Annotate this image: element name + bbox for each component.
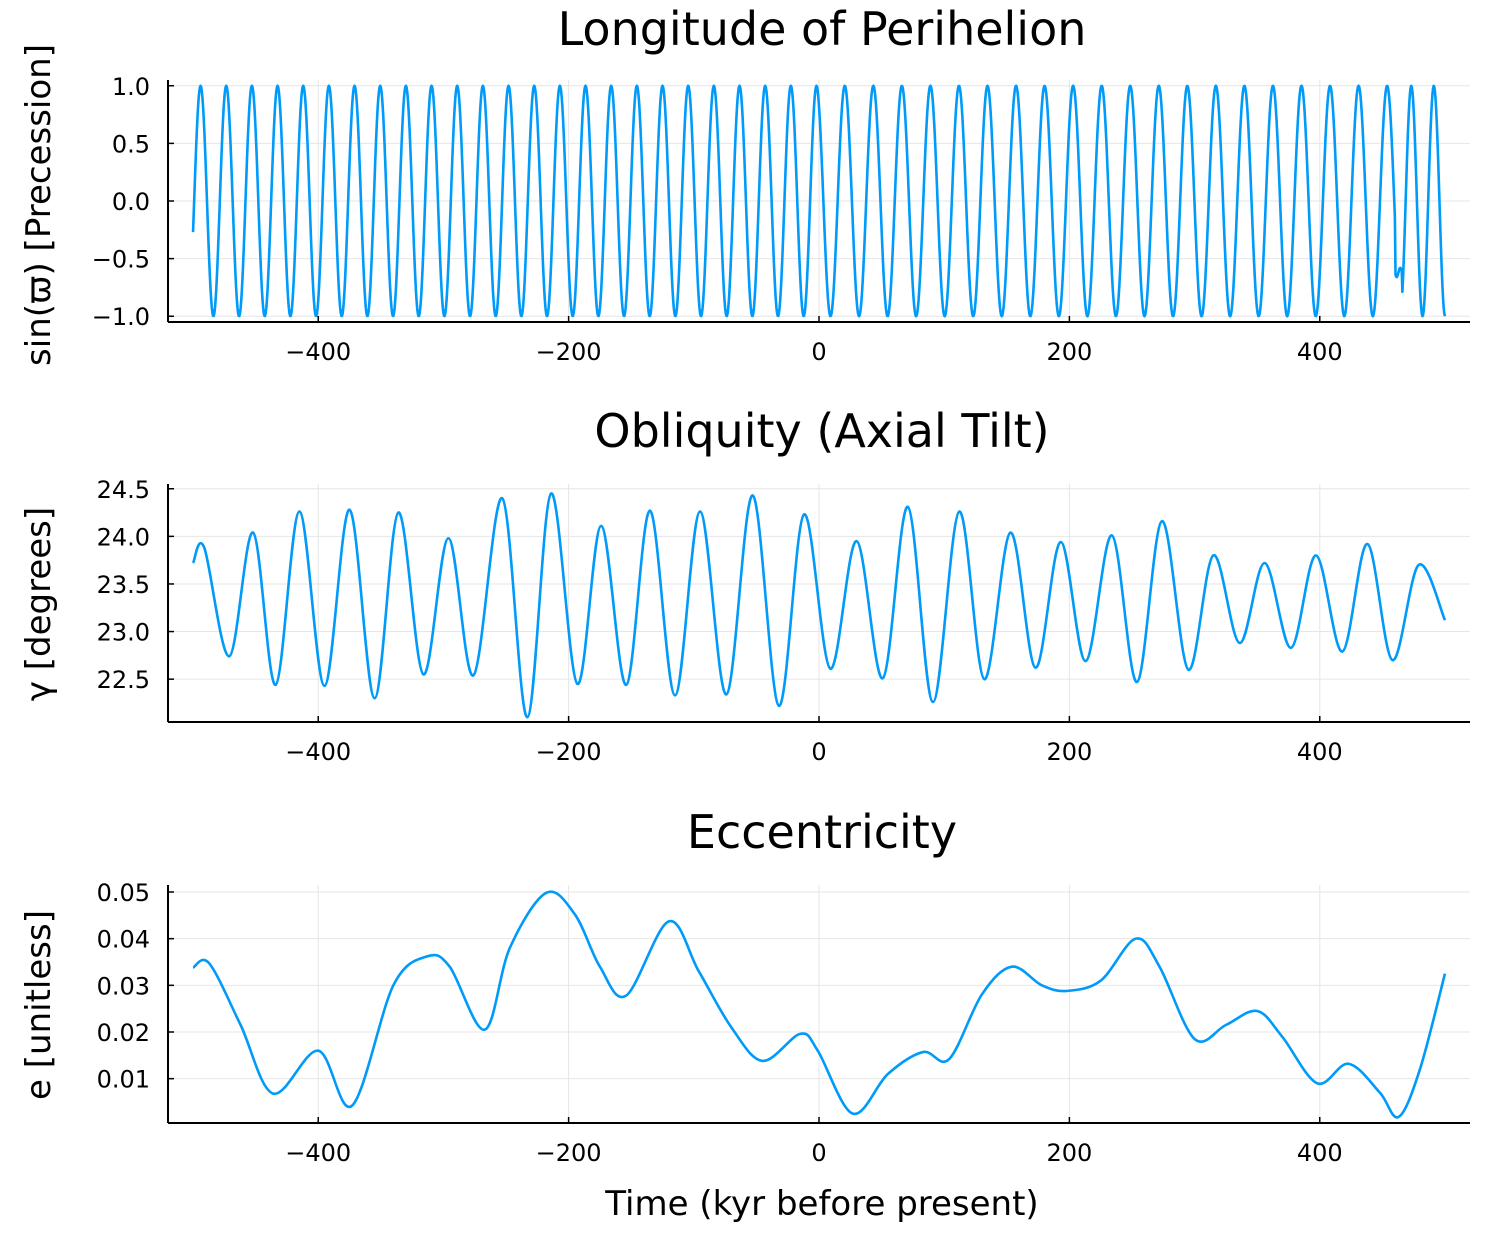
eccentricity-ytick-label: 0.02 [97,1019,150,1047]
precession-xtick-label: −400 [285,338,351,366]
obliquity-ytick-label: 22.5 [97,666,150,694]
obliquity-xtick-label: −200 [536,738,602,766]
precession-axes [167,80,1470,323]
eccentricity-ticks: −400 −200 0 200 400 0.05 0.04 0.03 0.02 0.01 [97,879,1343,1167]
obliquity-ytick-label: 23.5 [97,571,150,599]
eccentricity-ytick-label: 0.04 [97,926,150,954]
eccentricity-ytick-label: 0.05 [97,879,150,907]
precession-ylabel: sin(ϖ) [Precession] [19,44,59,366]
eccentricity-ytick-label: 0.03 [97,972,150,1000]
obliquity-series-line [191,492,1447,719]
precession-title: Longitude of Perihelion [558,2,1087,56]
eccentricity-grid [168,885,1470,1123]
obliquity-axes [167,484,1470,723]
eccentricity-axes [167,885,1470,1124]
eccentricity-xtick-label: 400 [1297,1139,1343,1167]
panel-eccentricity: Eccentricity e [unitless] Time (kyr befo… [19,805,1470,1224]
precession-ytick-label: −1.0 [92,303,150,331]
obliquity-ylabel: γ [degrees] [19,507,59,701]
eccentricity-xtick-label: 200 [1046,1139,1092,1167]
eccentricity-ylabel: e [unitless] [19,910,59,1100]
precession-series-line [191,84,1447,318]
precession-ytick-label: 0.5 [112,130,150,158]
eccentricity-xtick-label: −400 [285,1139,351,1167]
obliquity-title: Obliquity (Axial Tilt) [594,404,1049,458]
eccentricity-xlabel: Time (kyr before present) [604,1184,1038,1224]
obliquity-ytick-label: 24.0 [97,523,150,551]
panel-obliquity: Obliquity (Axial Tilt) γ [degrees] −400−… [19,404,1470,766]
obliquity-xtick-label: 400 [1297,738,1343,766]
precession-ticks: −400 −200 0 200 400 1.0 0.5 0.0 −0.5 −1.0 [92,73,1343,366]
eccentricity-series-line [192,890,1447,1119]
precession-ytick-label: 0.0 [112,188,150,216]
precession-ytick-label: 1.0 [112,73,150,101]
precession-xtick-label: 200 [1046,338,1092,366]
eccentricity-ytick-label: 0.01 [97,1066,150,1094]
obliquity-xtick-label: 0 [811,738,826,766]
obliquity-ytick-label: 23.0 [97,619,150,647]
obliquity-xtick-label: −400 [285,738,351,766]
eccentricity-xtick-label: −200 [536,1139,602,1167]
eccentricity-title: Eccentricity [687,805,957,859]
precession-ytick-label: −0.5 [92,246,150,274]
panel-precession: Longitude of Perihelion sin(ϖ) [Precessi… [19,2,1470,366]
precession-xtick-label: −200 [536,338,602,366]
precession-xtick-label: 400 [1297,338,1343,366]
eccentricity-xtick-label: 0 [811,1139,826,1167]
obliquity-xtick-label: 200 [1046,738,1092,766]
precession-xtick-label: 0 [811,338,826,366]
obliquity-ticks: −400 −200 0 200 400 24.5 24.0 23.5 23.0 22.5 [97,476,1343,766]
obliquity-ytick-label: 24.5 [97,476,150,504]
